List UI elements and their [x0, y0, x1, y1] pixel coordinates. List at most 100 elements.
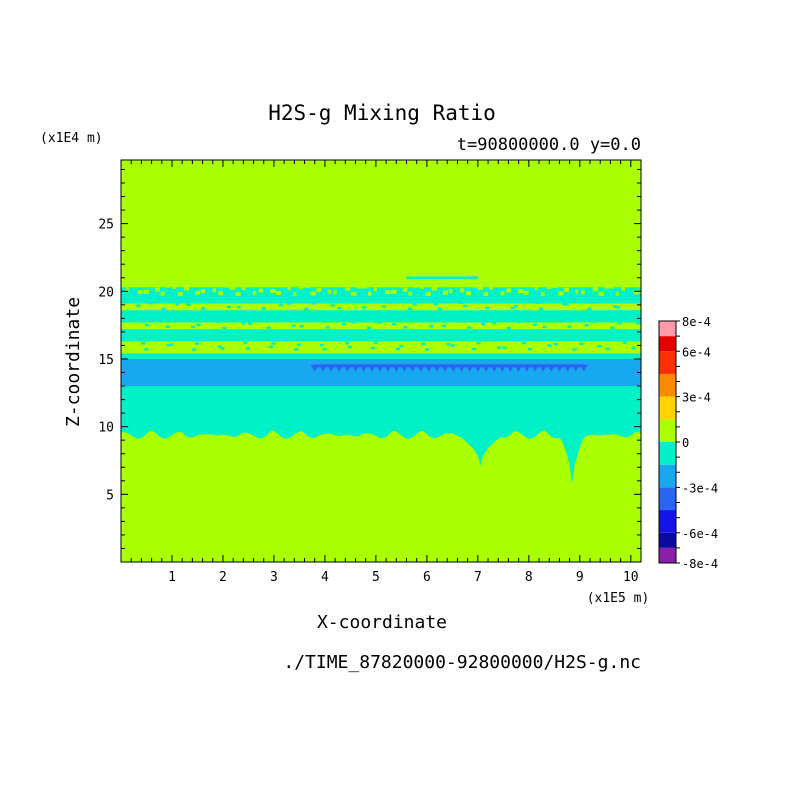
stripe-speck: [248, 322, 253, 325]
stripe-speck: [222, 326, 227, 330]
top-edge-speck: [471, 283, 478, 288]
upper-thin-band: [406, 276, 478, 280]
colorbar-label: 3e-4: [682, 391, 711, 405]
top-edge-speck: [610, 284, 615, 289]
stripe-speck: [502, 346, 507, 349]
stripe-speck: [304, 307, 309, 311]
plot-frame: [120, 159, 642, 563]
stripe-speck: [330, 304, 335, 307]
stripe-speck: [319, 343, 324, 347]
top-edge-speck: [235, 291, 241, 297]
chart-title: H2S-g Mixing Ratio: [268, 101, 496, 125]
colorbar-label: -6e-4: [682, 527, 718, 541]
stripe-speck: [299, 325, 304, 328]
stripe-speck: [597, 344, 602, 348]
top-edge-speck: [529, 283, 534, 288]
stripe-speck: [286, 302, 291, 305]
top-edge-speck: [535, 286, 538, 291]
stripe-speck: [356, 301, 361, 304]
stripe-speck: [547, 344, 552, 347]
stripe-speck: [558, 319, 563, 323]
stripe-speck: [492, 321, 497, 324]
stripe-speck: [341, 323, 346, 326]
colorbar-swatch: [659, 321, 676, 337]
stripe-speck: [459, 301, 464, 305]
y-tick-label: 20: [98, 285, 114, 300]
stripe-speck: [587, 307, 592, 310]
stripe-speck: [192, 348, 197, 351]
colorbar-swatch: [659, 487, 676, 511]
top-edge-speck: [414, 283, 417, 289]
top-edge-speck: [224, 283, 230, 288]
stripe-speck: [584, 323, 589, 327]
stripe-speck: [476, 341, 481, 345]
stripe-speck: [605, 347, 610, 351]
stripe-speck: [186, 303, 191, 307]
top-edge-speck: [419, 285, 424, 290]
top-edge-speck: [252, 291, 257, 296]
band-region: [121, 358, 641, 387]
stripe-speck: [216, 320, 221, 324]
stripe-speck: [245, 347, 250, 350]
colorbar-swatch: [659, 336, 676, 352]
top-edge-speck: [339, 282, 344, 287]
stripe-speck: [553, 343, 558, 346]
stripe-speck: [528, 347, 533, 351]
top-edge-speck: [396, 282, 403, 287]
top-edge-speck: [477, 285, 484, 290]
stripe-speck: [373, 341, 378, 345]
top-edge-speck: [460, 288, 465, 293]
stripe-speck: [513, 304, 518, 308]
stripe-speck: [217, 345, 222, 348]
stripe-speck: [636, 322, 641, 325]
chart-subtitle: t=90800000.0 y=0.0: [457, 135, 641, 155]
top-edge-speck: [494, 283, 498, 288]
stripe-speck: [463, 304, 468, 308]
top-edge-speck: [166, 284, 170, 289]
top-edge-speck: [621, 287, 625, 292]
stripe-speck: [252, 301, 257, 304]
stripe-speck: [392, 322, 397, 326]
top-edge-speck: [218, 291, 223, 296]
stripe-speck: [488, 301, 493, 304]
stripe-speck: [170, 319, 175, 323]
stripe-speck: [382, 305, 387, 308]
top-edge-speck: [327, 289, 332, 294]
y-tick-label: 10: [98, 421, 114, 436]
stripe-speck: [211, 301, 216, 304]
top-edge-speck: [563, 287, 570, 292]
colorbar-swatch: [659, 532, 676, 548]
stripe-speck: [362, 306, 367, 309]
x-tick-label: 8: [525, 570, 533, 585]
top-edge-speck: [189, 283, 196, 288]
top-edge-speck: [558, 291, 564, 296]
stripe-speck: [579, 342, 584, 345]
stripe-speck: [425, 348, 430, 351]
y-axis: 5 10 15 20 25: [98, 168, 641, 549]
stripe-speck: [610, 326, 615, 330]
colorbar-swatch: [659, 442, 676, 465]
stripe-speck: [366, 326, 372, 330]
top-edge-speck: [172, 284, 176, 289]
stripe-speck: [191, 325, 196, 329]
stripe-speck: [144, 323, 149, 327]
stripe-speck: [399, 344, 404, 348]
stripe-speck: [268, 345, 273, 348]
top-edge-speck: [126, 287, 129, 292]
stripe-speck: [166, 343, 171, 347]
stripe-speck: [522, 341, 527, 345]
stripe-speck: [273, 320, 278, 323]
stripe-speck: [617, 321, 622, 325]
stripe-speck: [149, 301, 154, 305]
top-edge-speck: [633, 290, 639, 295]
top-edge-speck: [598, 291, 605, 296]
stripe-speck: [201, 307, 206, 310]
stripe-speck: [421, 342, 426, 346]
x-tick-label: 1: [168, 570, 176, 585]
plot-area: [121, 160, 641, 562]
stripe-speck: [407, 307, 412, 310]
stripe-speck: [266, 326, 271, 329]
top-edge-speck: [437, 283, 443, 288]
top-edge-speck: [391, 289, 397, 294]
stripe-speck: [485, 306, 490, 310]
